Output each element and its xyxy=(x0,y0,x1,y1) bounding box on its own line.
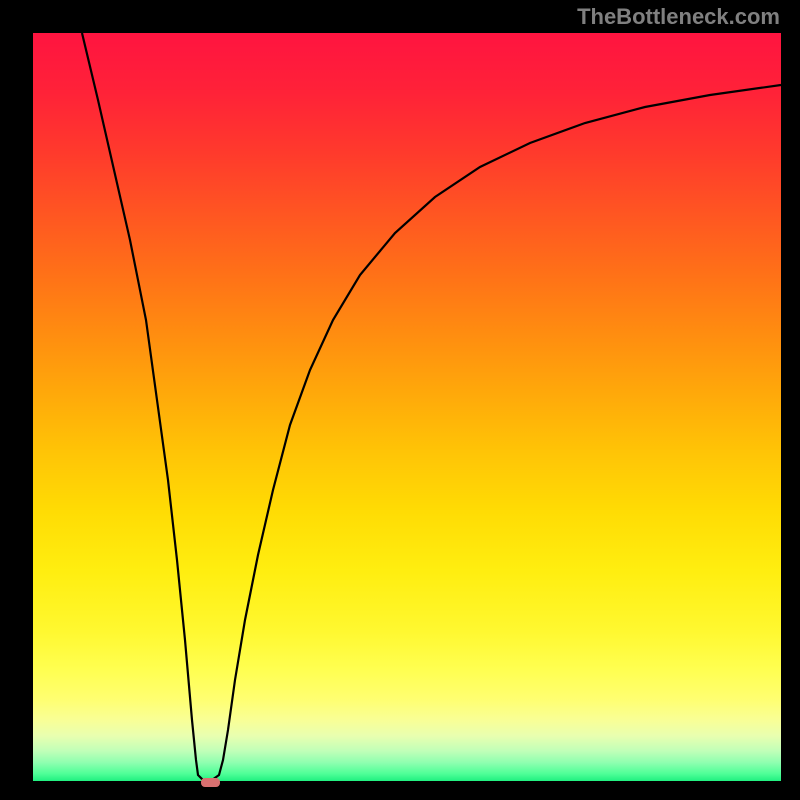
chart-container: TheBottleneck.com xyxy=(0,0,800,800)
plot-area xyxy=(33,33,781,781)
optimum-marker xyxy=(201,778,220,787)
watermark-text: TheBottleneck.com xyxy=(577,4,780,30)
gradient-background xyxy=(33,33,781,781)
